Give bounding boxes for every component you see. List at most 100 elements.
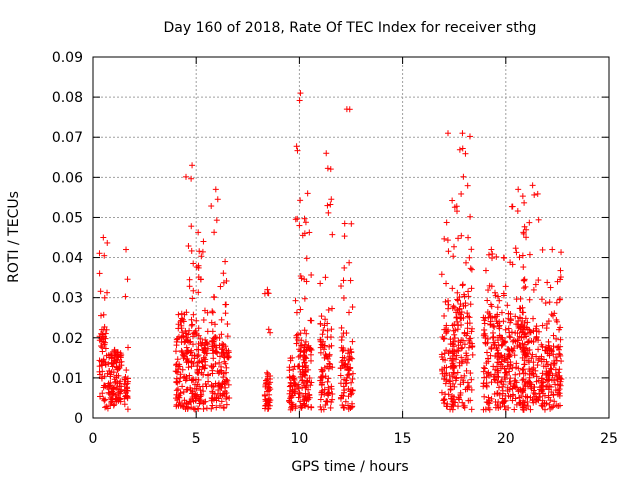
data-point [442, 326, 449, 333]
data-point [111, 401, 118, 408]
data-point [556, 392, 563, 399]
data-point [305, 366, 312, 373]
data-point [460, 173, 467, 180]
data-point [185, 243, 192, 250]
data-point [512, 383, 519, 390]
data-point [118, 383, 125, 390]
data-point [495, 350, 502, 357]
data-point [186, 327, 193, 334]
data-point [509, 365, 516, 372]
data-point [124, 276, 131, 283]
data-point [292, 216, 299, 223]
data-point [533, 323, 540, 330]
data-point [441, 312, 448, 319]
data-point [451, 243, 458, 250]
data-point [294, 331, 301, 338]
data-point [557, 274, 564, 281]
data-point [495, 398, 502, 405]
data-point [292, 297, 299, 304]
data-point [327, 334, 334, 341]
data-point [532, 325, 539, 332]
data-point [545, 376, 552, 383]
data-point [325, 365, 332, 372]
data-point [510, 348, 517, 355]
data-point [467, 301, 474, 308]
data-point [519, 340, 526, 347]
data-point [506, 386, 513, 393]
data-point [547, 284, 554, 291]
data-point [104, 289, 111, 296]
data-point [213, 217, 220, 224]
data-point [225, 354, 232, 361]
data-point [325, 306, 332, 313]
data-point [450, 399, 457, 406]
data-point [349, 387, 356, 394]
data-point [326, 343, 333, 350]
data-point [460, 402, 467, 409]
data-point [530, 286, 537, 293]
data-point [292, 382, 299, 389]
data-point [507, 311, 514, 318]
data-point [303, 255, 310, 262]
data-point [303, 377, 310, 384]
data-point [306, 392, 313, 399]
data-point [197, 397, 204, 404]
data-point [349, 338, 356, 345]
data-point [500, 318, 507, 325]
data-point [327, 166, 334, 173]
y-tick-label: 0.02 [52, 331, 83, 347]
data-point [295, 353, 302, 360]
data-point [299, 363, 306, 370]
data-point [450, 364, 457, 371]
data-point [176, 363, 183, 370]
data-point [532, 281, 539, 288]
data-point [189, 162, 196, 169]
data-point [348, 348, 355, 355]
data-point [173, 342, 180, 349]
data-point [555, 389, 562, 396]
data-point [225, 353, 232, 360]
data-point [507, 319, 514, 326]
data-point [457, 311, 464, 318]
data-point [189, 341, 196, 348]
data-point [521, 345, 528, 352]
data-point [547, 362, 554, 369]
data-point [554, 344, 561, 351]
data-point [457, 315, 464, 322]
data-point [499, 383, 506, 390]
data-point [467, 213, 474, 220]
data-point [463, 332, 470, 339]
data-point [186, 283, 193, 290]
data-point [502, 392, 509, 399]
data-point [291, 376, 298, 383]
data-point [301, 295, 308, 302]
data-point [516, 254, 523, 261]
data-point [102, 345, 109, 352]
data-point [101, 294, 108, 301]
data-point [209, 395, 216, 402]
data-point [548, 311, 555, 318]
data-point [202, 398, 209, 405]
data-point [512, 313, 519, 320]
data-point [319, 342, 326, 349]
data-point [540, 378, 547, 385]
y-tick-label: 0.03 [52, 291, 83, 307]
data-point [319, 387, 326, 394]
data-point [544, 371, 551, 378]
data-point [290, 366, 297, 373]
data-point [266, 399, 273, 406]
data-point [329, 396, 336, 403]
data-point [462, 259, 469, 266]
data-point [526, 296, 533, 303]
data-point [521, 199, 528, 206]
data-point [465, 234, 472, 241]
data-point [516, 400, 523, 407]
data-point [347, 354, 354, 361]
data-point [557, 296, 564, 303]
data-point [516, 341, 523, 348]
data-point [506, 333, 513, 340]
data-point [224, 321, 231, 328]
x-tick-label: 5 [192, 431, 201, 447]
data-point [523, 234, 530, 241]
data-point [522, 283, 529, 290]
